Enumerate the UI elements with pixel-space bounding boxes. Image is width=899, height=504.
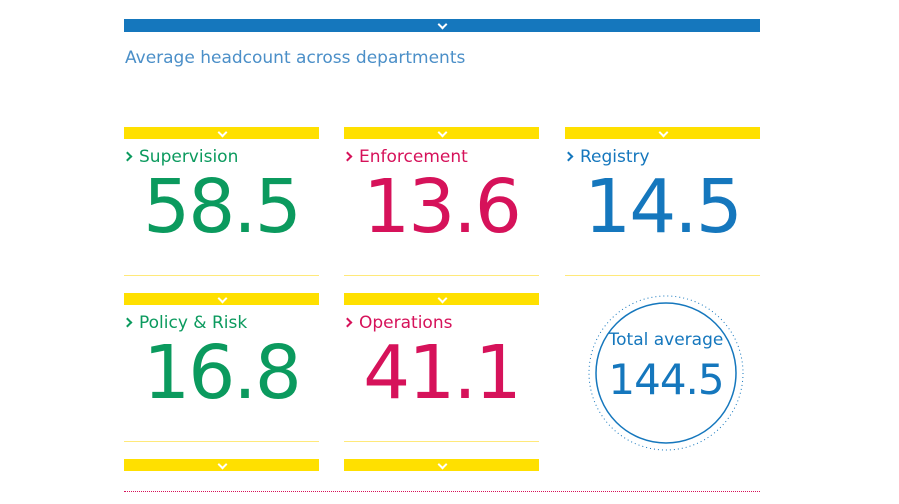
chevron xyxy=(658,127,668,138)
card-bar xyxy=(344,127,539,139)
card-value: 58.5 xyxy=(143,164,302,250)
total-value: 144.5 xyxy=(608,355,724,404)
circle-dotted xyxy=(588,295,744,451)
card-divider xyxy=(344,441,539,442)
card-bar xyxy=(124,459,319,471)
chevron xyxy=(217,293,227,304)
card-label-text: Supervision xyxy=(139,147,239,167)
chevron-icon xyxy=(122,317,133,328)
card-divider xyxy=(124,275,319,276)
chevron xyxy=(217,459,227,470)
total-label: Total average xyxy=(608,330,724,350)
chevron-icon xyxy=(342,151,353,162)
chevron xyxy=(437,459,447,470)
card-divider xyxy=(124,441,319,442)
card-value: 14.5 xyxy=(584,164,743,250)
card-label-text: Policy & Risk xyxy=(139,313,248,333)
chevron-icon xyxy=(342,317,353,328)
card-label: Registry xyxy=(563,147,650,167)
card-bar xyxy=(344,293,539,305)
card-label-text: Registry xyxy=(580,147,650,167)
card-label: Operations xyxy=(342,313,453,333)
card-label-text: Operations xyxy=(359,313,453,333)
chevron xyxy=(437,19,448,30)
chevron-icon xyxy=(122,151,133,162)
card-bar xyxy=(124,293,319,305)
title: Average headcount across departments xyxy=(125,48,466,68)
card-value: 16.8 xyxy=(143,330,302,416)
card-value: 13.6 xyxy=(363,164,522,250)
circle-solid xyxy=(595,302,737,444)
footer-line xyxy=(124,491,760,492)
card-label: Supervision xyxy=(122,147,239,167)
chevron xyxy=(437,127,447,138)
card-label: Policy & Risk xyxy=(122,313,248,333)
card-bar xyxy=(565,127,760,139)
card-label: Enforcement xyxy=(342,147,468,167)
chevron-icon xyxy=(563,151,574,162)
card-bar xyxy=(124,127,319,139)
card-value: 41.1 xyxy=(363,330,522,416)
chevron xyxy=(437,293,447,304)
card-label-text: Enforcement xyxy=(359,147,468,167)
card-bar xyxy=(344,459,539,471)
card-divider xyxy=(344,275,539,276)
total-circle xyxy=(588,295,744,451)
card-divider xyxy=(565,275,760,276)
chevron xyxy=(217,127,227,138)
header-bar xyxy=(124,19,760,32)
